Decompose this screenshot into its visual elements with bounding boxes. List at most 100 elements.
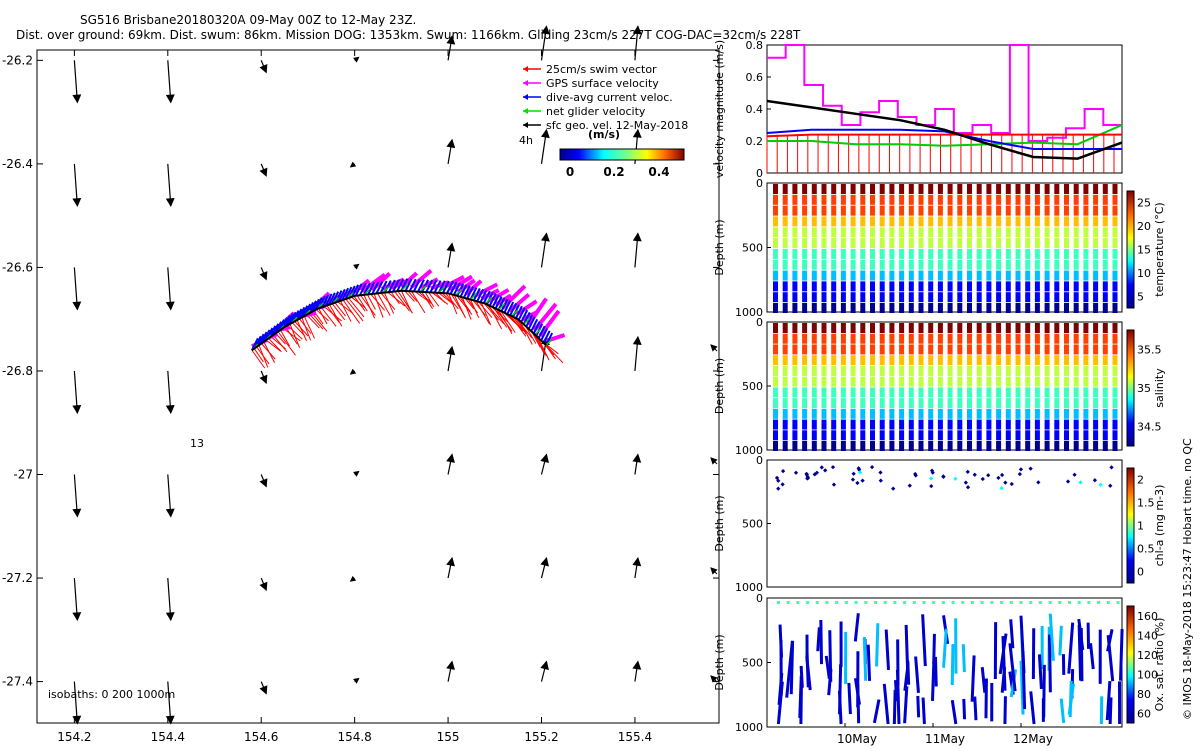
temperature-cast [1054,260,1059,270]
temperature-cast [1006,238,1011,248]
temperature-cast [1054,227,1059,237]
salinity-cast [1113,409,1118,419]
oxygen-cast [894,690,895,724]
temperature-cast [880,195,885,205]
oxygen-cast [791,641,792,694]
salinity-cast [909,366,914,376]
salinity-cast [957,409,962,419]
salinity-cast [822,377,827,387]
temperature-cast [1103,260,1108,270]
salinity-cast [919,334,924,344]
temperature-cast [996,249,1001,259]
oxygen-surface-point [1117,601,1120,604]
salinity-cast [899,387,904,397]
temperature-cast [841,249,846,259]
temperature-cast [1025,238,1030,248]
temperature-cast [792,184,797,194]
salinity-cast [860,387,865,397]
salinity-cast [1025,377,1030,387]
temperature-cbar-tick: 10 [1137,267,1151,280]
temperature-cast [1103,195,1108,205]
salinity-cast [957,344,962,354]
temperature-cast [1103,271,1108,281]
temperature-cast [773,216,778,226]
salinity-cast [851,398,856,408]
salinity-cast [1006,441,1011,451]
temperature-cast [851,227,856,237]
temperature-cast [870,281,875,291]
temperature-cast [792,206,797,216]
temperature-cast [773,303,778,313]
temperature-cast [1083,260,1088,270]
salinity-cast [909,355,914,365]
temperature-cast [880,249,885,259]
salinity-cast [919,323,924,333]
salinity-cast [938,377,943,387]
temperature-cast [1006,206,1011,216]
temperature-cast [792,216,797,226]
salinity-cast [1093,334,1098,344]
temperature-cast [889,238,894,248]
temperature-cast [909,206,914,216]
temperature-cast [783,271,788,281]
salinity-cast [1064,441,1069,451]
salinity-cast [880,323,885,333]
temperature-cast [919,292,924,302]
temperature-cast [928,303,933,313]
salinity-cast [948,387,953,397]
salinity-cast [1006,334,1011,344]
velocity-ytick: 0.6 [746,71,764,84]
temperature-cast [1074,292,1079,302]
temperature-cast [1016,271,1021,281]
salinity-cast [909,441,914,451]
temperature-cast [1045,281,1050,291]
salinity-cast [909,323,914,333]
salinity-cast [831,387,836,397]
temperature-cast [1103,227,1108,237]
oxygen-cast [918,696,919,717]
temperature-cast [919,195,924,205]
salinity-cast [822,387,827,397]
salinity-cast [1083,344,1088,354]
temperature-cast [851,271,856,281]
temperature-cast [909,184,914,194]
temperature-cast [831,260,836,270]
temperature-cast [1093,271,1098,281]
temperature-cast [1074,271,1079,281]
salinity-ytick: 500 [742,380,763,393]
temperature-cast [1103,184,1108,194]
salinity-cast [1074,430,1079,440]
salinity-cast [889,441,894,451]
salinity-cast [831,377,836,387]
temperature-cast [957,260,962,270]
salinity-cast [1016,420,1021,430]
salinity-cast [1054,377,1059,387]
salinity-cast [986,323,991,333]
oxygen-surface-point [874,601,877,604]
salinity-cast [889,430,894,440]
salinity-cast [851,344,856,354]
salinity-cast [1035,355,1040,365]
salinity-cast [967,441,972,451]
oxygen-surface-point [816,601,819,604]
salinity-cast [1113,323,1118,333]
salinity-cast [831,430,836,440]
salinity-cast [1025,355,1030,365]
temperature-cast [773,292,778,302]
salinity-cast [860,377,865,387]
salinity-cbar-bar [1127,330,1134,446]
salinity-cast [860,334,865,344]
temperature-cast [1054,292,1059,302]
salinity-cast [1074,366,1079,376]
temperature-cast [1025,292,1030,302]
x-tick-label: 155.2 [524,730,558,744]
salinity-cast [996,355,1001,365]
oxygen-cast [934,634,935,664]
salinity-cast [899,441,904,451]
temperature-cast [1103,292,1108,302]
temperature-cast [1074,249,1079,259]
salinity-cast [1083,387,1088,397]
temperature-cast [792,238,797,248]
salinity-cast [928,430,933,440]
salinity-cast [1093,323,1098,333]
